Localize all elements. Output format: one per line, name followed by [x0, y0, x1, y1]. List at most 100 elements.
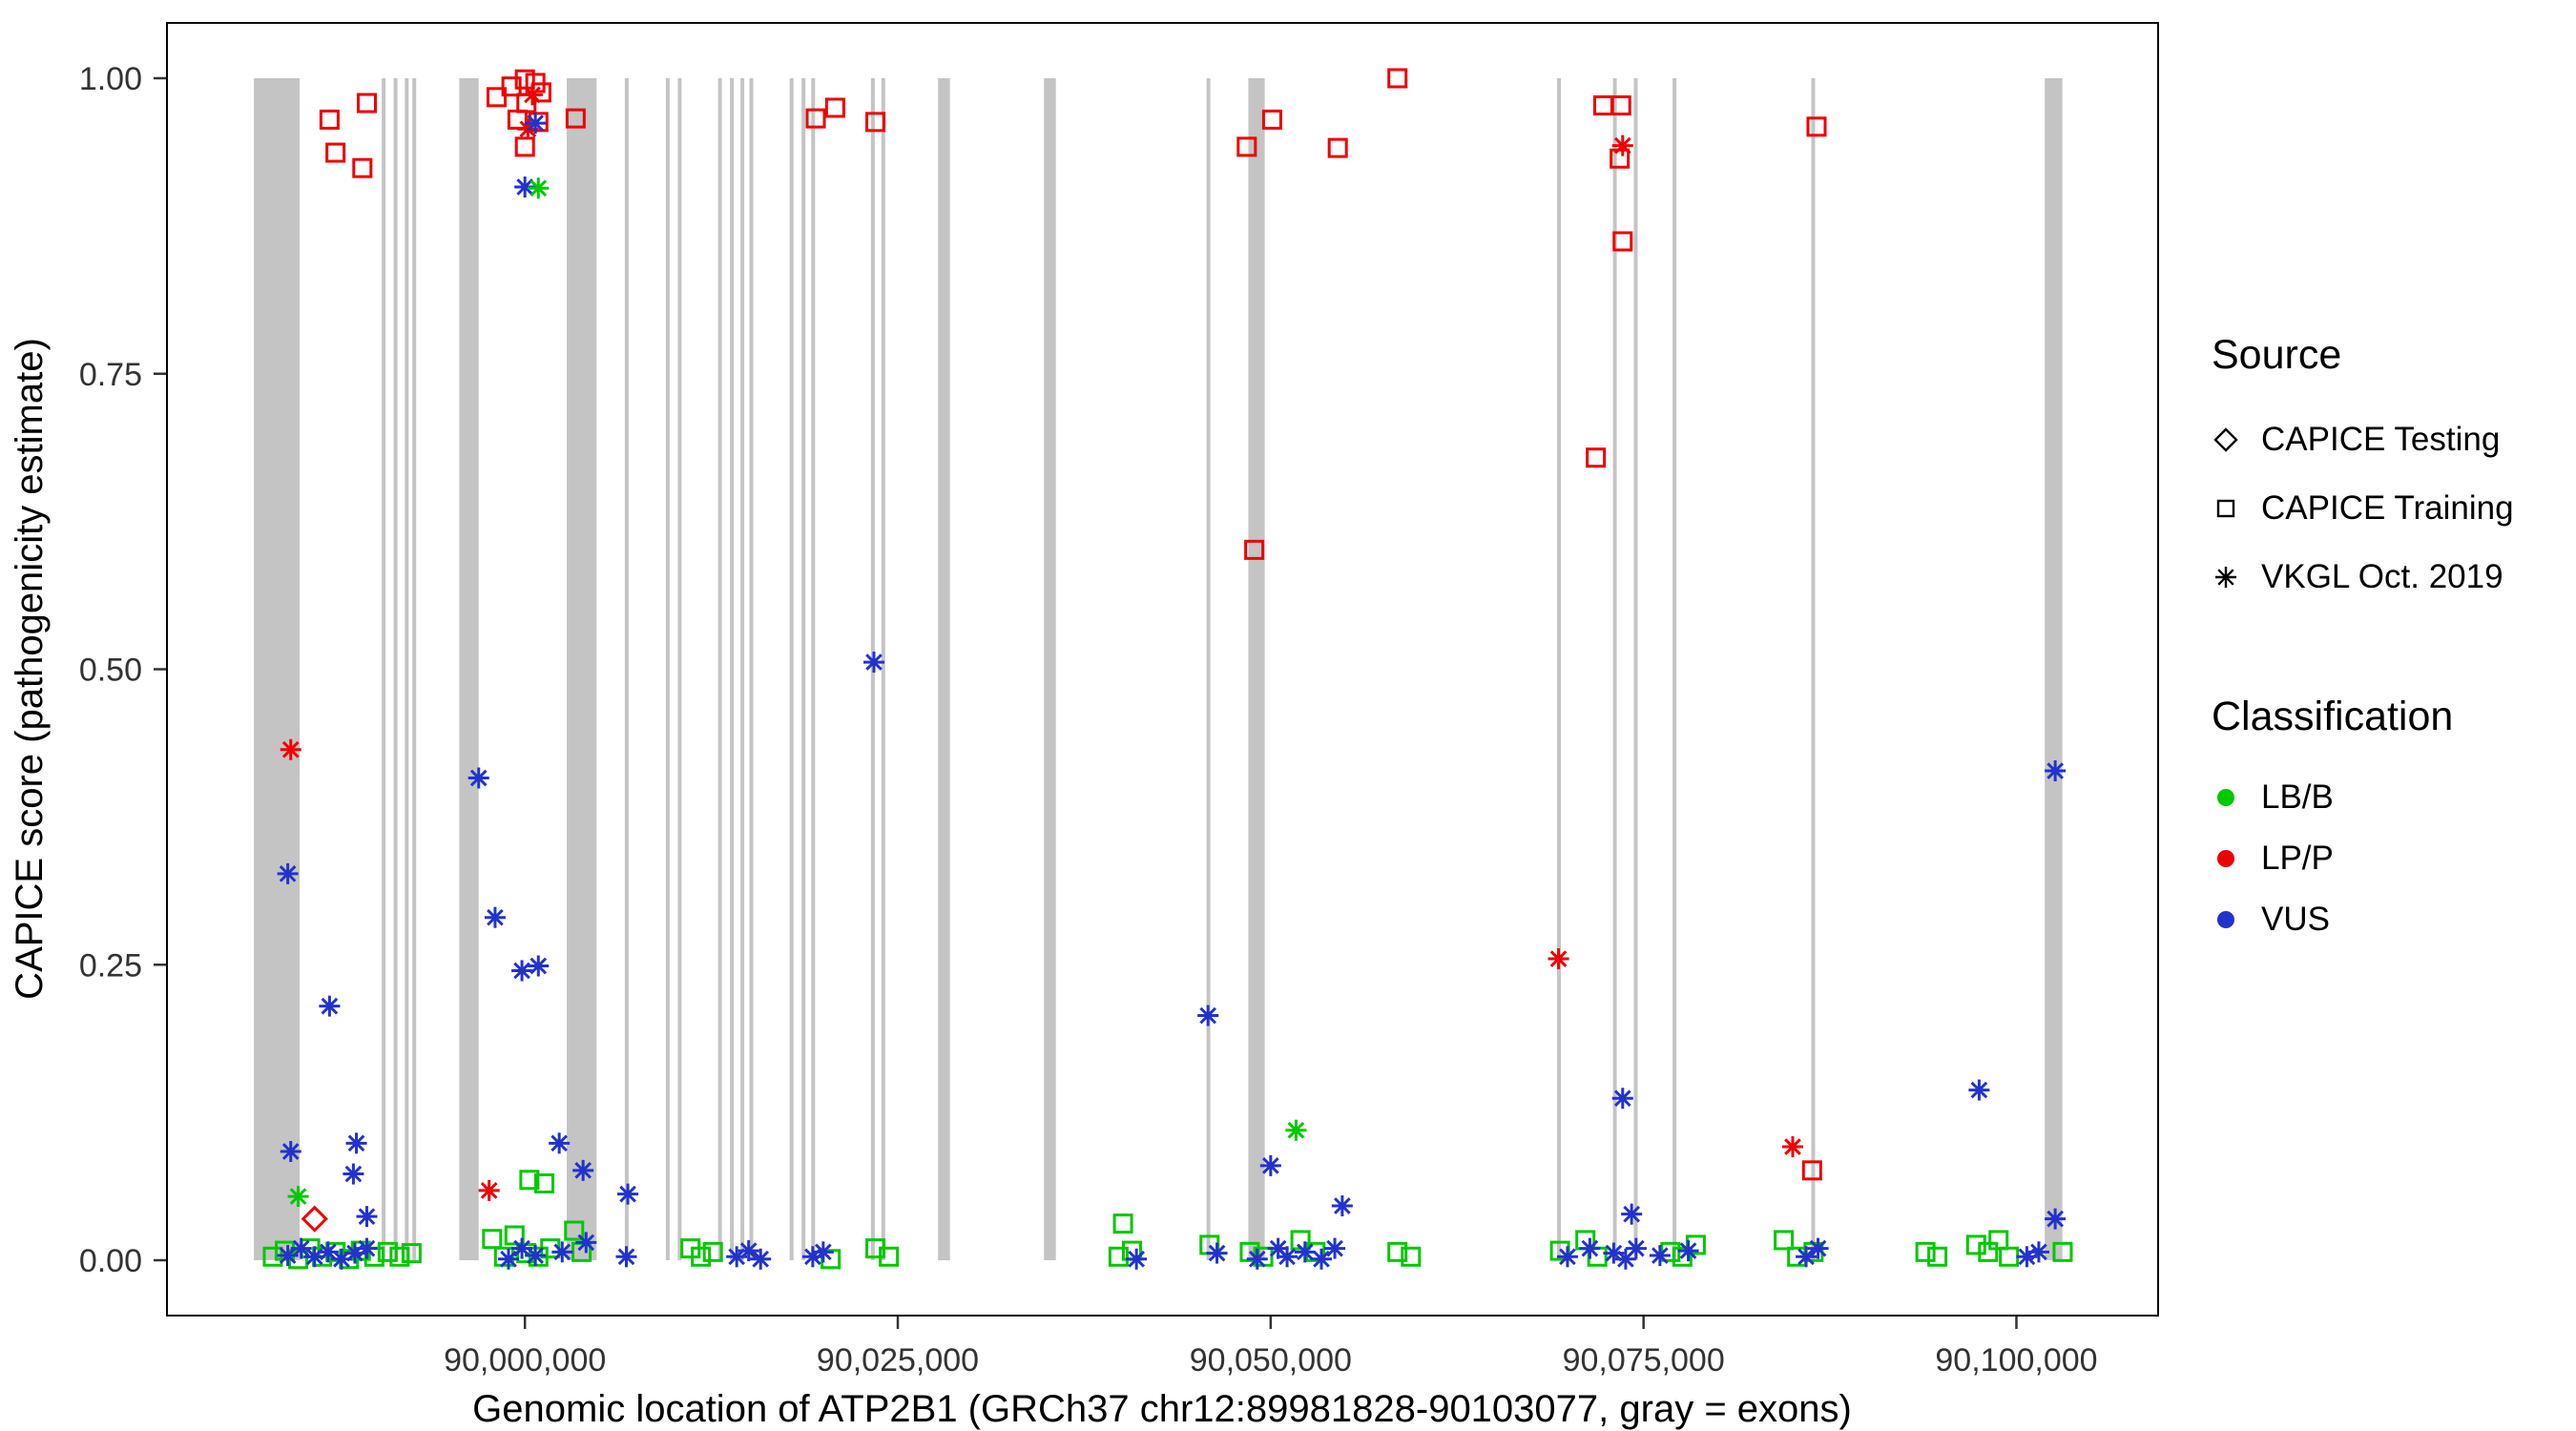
exon-bar [1557, 78, 1561, 1260]
data-point-asterisk [1625, 1237, 1647, 1259]
exon-bar [811, 78, 816, 1260]
data-point-square [514, 136, 535, 157]
legend-source-title: Source [2212, 332, 2342, 378]
x-tick-label: 90,100,000 [1935, 1342, 2097, 1379]
data-point-square [1999, 1246, 2020, 1267]
data-point-asterisk [522, 84, 544, 106]
data-point-square [1672, 1246, 1693, 1267]
exon-bar [1248, 78, 1265, 1260]
data-point-square [2052, 1241, 2073, 1262]
data-point-asterisk [345, 1132, 367, 1154]
data-point-diamond [301, 1205, 328, 1233]
data-point-asterisk [356, 1237, 378, 1259]
exon-bar [393, 78, 398, 1260]
legend-item-label: VKGL Oct. 2019 [2261, 558, 2503, 595]
data-point-asterisk [1310, 1248, 1332, 1270]
exon-bar [567, 78, 597, 1260]
data-point-square [1586, 447, 1607, 468]
exon-bar [382, 78, 386, 1260]
exon-bar [1633, 78, 1638, 1260]
data-point-asterisk [280, 1141, 301, 1163]
data-point-square [805, 108, 826, 129]
data-point-asterisk [511, 960, 533, 982]
legend-item-capice-testing: CAPICE Testing [2212, 405, 2514, 474]
data-point-asterisk [319, 995, 341, 1017]
data-point-square [1236, 136, 1257, 157]
x-tick-label: 90,000,000 [444, 1342, 606, 1379]
exon-bar [730, 78, 735, 1260]
data-point-square [1801, 1160, 1822, 1181]
exon-bar [749, 78, 754, 1260]
exon-bar [1044, 78, 1056, 1260]
red-dot-icon [2217, 850, 2234, 867]
data-point-asterisk [317, 1241, 339, 1263]
asterisk-icon [2215, 567, 2236, 588]
exons-layer [254, 78, 2063, 1260]
data-point-asterisk [1259, 1154, 1281, 1176]
legend-item-capice-training: CAPICE Training [2212, 474, 2514, 543]
exon-bar [1206, 78, 1211, 1260]
data-point-square [1965, 1234, 1986, 1255]
data-point-asterisk [2045, 1208, 2067, 1230]
data-point-asterisk [1614, 1248, 1636, 1270]
data-point-asterisk [551, 1241, 573, 1263]
data-point-asterisk [615, 1246, 637, 1268]
axes-layer: 90,000,000 90,025,000 90,050,000 90,075,000… [79, 61, 2098, 1379]
blue-dot-icon [2217, 911, 2234, 928]
data-point-square [319, 109, 340, 130]
legend-item-label: LP/P [2261, 840, 2334, 877]
y-axis-title: CAPICE score (pathogenicity estimate) [9, 338, 51, 1000]
data-point-square [1612, 231, 1633, 252]
data-point-square [1244, 539, 1265, 560]
data-point-asterisk [1548, 948, 1569, 970]
data-point-square [486, 87, 507, 108]
data-point-square [519, 1170, 540, 1191]
exon-bar [459, 78, 479, 1260]
data-point-square [534, 1172, 555, 1193]
data-point-asterisk [1126, 1248, 1148, 1270]
data-point-square [1988, 1230, 2009, 1251]
exon-bar [624, 78, 629, 1260]
data-point-asterisk [514, 176, 536, 197]
data-point-square [1978, 1241, 1999, 1262]
data-point-asterisk [528, 955, 550, 977]
data-point-asterisk [528, 177, 550, 199]
data-point-asterisk [1206, 1242, 1228, 1264]
points-layer [262, 68, 2073, 1270]
data-point-square [824, 97, 845, 118]
legend-item-label: CAPICE Testing [2261, 421, 2501, 458]
exon-bar [881, 78, 885, 1260]
exon-bar [254, 78, 301, 1260]
data-point-square [702, 1241, 723, 1262]
data-point-asterisk [575, 1232, 597, 1254]
y-tick-label: 1.00 [79, 61, 142, 97]
legend-item-label: VUS [2261, 901, 2330, 938]
data-point-asterisk [1197, 1005, 1219, 1027]
exon-bar [2045, 78, 2063, 1260]
data-point-asterisk [1677, 1240, 1699, 1262]
data-point-square [501, 76, 522, 97]
data-point-square [401, 1243, 422, 1264]
diamond-icon [2213, 427, 2238, 452]
legend-item-vus: VUS [2212, 889, 2514, 950]
data-point-square [1387, 1241, 1408, 1262]
data-point-square [377, 1241, 398, 1262]
data-point-square [691, 1246, 712, 1267]
exon-bar [717, 78, 722, 1260]
y-tick-label: 0.25 [79, 947, 142, 984]
data-point-square [1387, 68, 1408, 89]
exon-bar [1672, 78, 1677, 1260]
data-point-asterisk [1331, 1195, 1353, 1217]
data-point-square [865, 112, 886, 133]
data-point-asterisk [1294, 1241, 1316, 1263]
data-point-asterisk [287, 1186, 309, 1208]
data-point-asterisk [525, 113, 547, 135]
exon-bar [740, 78, 745, 1260]
data-point-square [1401, 1246, 1422, 1267]
data-point-square [1112, 1213, 1133, 1234]
exon-bar [405, 78, 409, 1260]
exon-bar [1811, 78, 1816, 1260]
data-point-asterisk [280, 738, 301, 760]
